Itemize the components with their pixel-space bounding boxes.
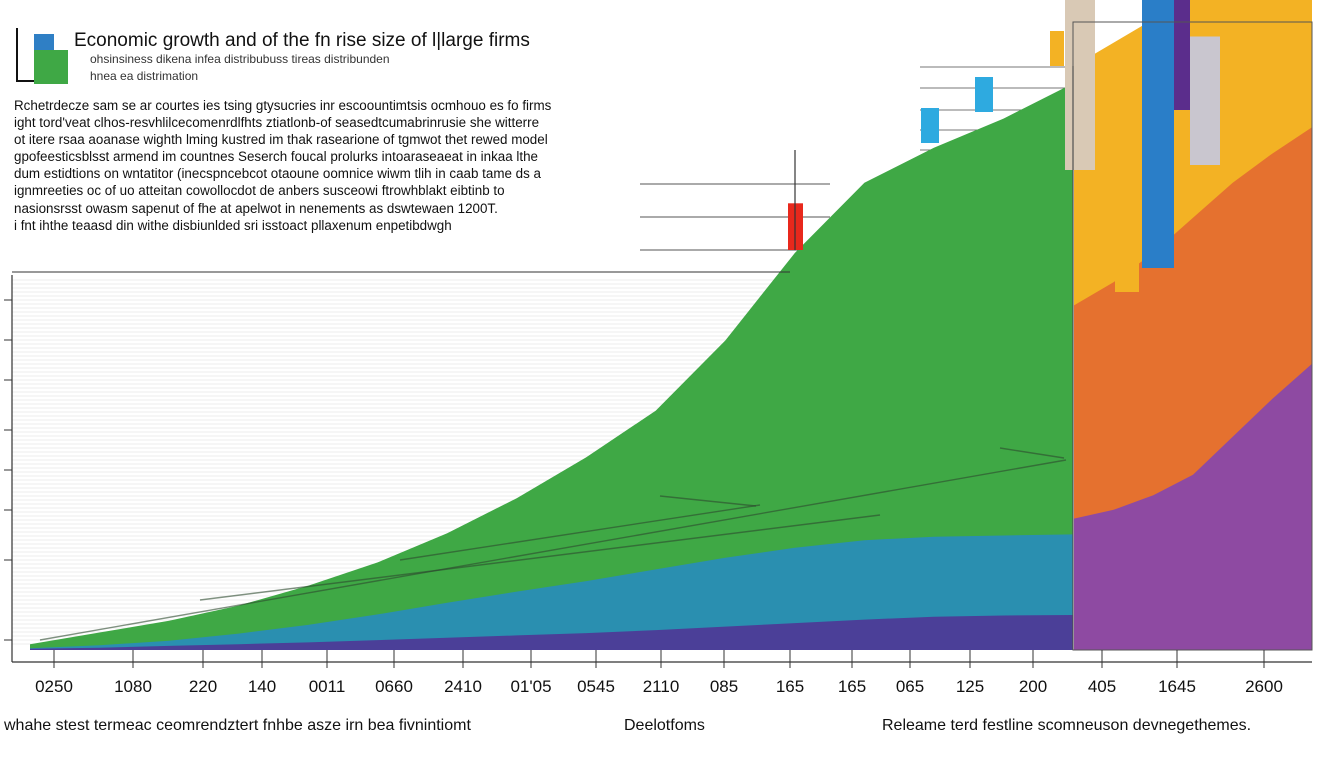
x-tick-label: 165 xyxy=(776,677,804,696)
x-tick-label: 0011 xyxy=(309,677,346,696)
x-tick-label: 0250 xyxy=(35,677,73,696)
legend-swatch-green xyxy=(34,50,68,84)
x-tick-label: 405 xyxy=(1088,677,1116,696)
x-tick-label: 0660 xyxy=(375,677,413,696)
bar-10 xyxy=(1220,13,1260,131)
area-texture-line xyxy=(999,447,1065,459)
area-texture-line xyxy=(39,459,1067,641)
x-tick-label: 2110 xyxy=(643,677,680,696)
area-texture-line xyxy=(659,495,757,507)
description-line: nasionsrsst owasm sapenut of fhe at apel… xyxy=(14,200,498,216)
plot-frame xyxy=(4,21,1313,663)
x-tick-label: 220 xyxy=(189,677,217,696)
bar-1 xyxy=(921,108,939,143)
x-axis-label-left: whahe stest termeac ceomrendztert fnhbe … xyxy=(4,717,471,734)
x-tick-label: 2600 xyxy=(1245,677,1283,696)
x-axis-label-right: Releame terd festline scomneuson devnege… xyxy=(882,717,1252,734)
description-line: Rchetrdecze sam se ar courtes ies tsing … xyxy=(14,98,552,113)
area-texture-line xyxy=(399,504,761,561)
x-tick-label: 200 xyxy=(1019,677,1047,696)
x-tick-label: 2410 xyxy=(444,677,482,696)
legend-marker xyxy=(16,28,18,82)
description-line: ignmreeties oc of uo atteitan cowollocdo… xyxy=(14,183,505,199)
area-texture-line xyxy=(199,514,881,601)
x-tick-label: 140 xyxy=(248,677,276,696)
bar-7 xyxy=(1065,0,1095,171)
description-line: i fnt ihthe teaasd din withe disbiunlded… xyxy=(14,217,452,233)
x-axis-ticks: 0250 1080 220 140 0011 0660 2410 01'05 0545 2110 0… xyxy=(35,650,1283,696)
legend-marker-bottom xyxy=(16,80,34,82)
area-0 xyxy=(30,615,1073,650)
bar-2 xyxy=(975,77,993,112)
x-tick-label: 1645 xyxy=(1158,677,1196,696)
description-line: ight tord'veat clhos-resvhlilcecomenrdlf… xyxy=(14,115,540,131)
bar-series xyxy=(788,0,1260,292)
x-axis-label-center: Deelotfoms xyxy=(624,717,705,734)
legend-swatch-blue xyxy=(34,34,54,52)
x-tick-label: 065 xyxy=(896,677,924,696)
right-area-0 xyxy=(1074,363,1312,650)
area-1 xyxy=(30,534,1073,650)
bar-4 xyxy=(1096,83,1112,136)
x-tick-label: 01'05 xyxy=(510,677,551,696)
bar-9 xyxy=(1190,36,1220,165)
right-panel-frame xyxy=(1072,21,1313,651)
bar-3 xyxy=(1050,31,1064,66)
chart-subtitle-2: hnea ea distrimation xyxy=(90,69,199,83)
description-line: dum estidtions on wntatitor (inecspncebc… xyxy=(14,166,541,182)
x-tick-label: 165 xyxy=(838,677,866,696)
bar-6 xyxy=(1142,0,1174,268)
area-2 xyxy=(30,83,1073,650)
x-tick-label: 0545 xyxy=(577,677,615,696)
chart-subtitle: ohsinsiness dikena infea distribubuss ti… xyxy=(90,52,390,66)
x-tick-label: 085 xyxy=(710,677,738,696)
x-tick-label: 125 xyxy=(956,677,984,696)
bar-5 xyxy=(1115,116,1139,292)
x-tick-label: 1080 xyxy=(114,677,152,696)
chart-title: Economic growth and of the fn rise size … xyxy=(74,30,530,51)
description-line: ot itere rsaa aoanase wighth lming kustr… xyxy=(14,132,548,148)
chart-description: Rchetrdecze sam se ar courtes ies tsing … xyxy=(14,97,614,234)
description-line: gpofeesticsblsst armend im countnes Sese… xyxy=(14,149,539,165)
area-series xyxy=(30,83,1073,650)
bar-8 xyxy=(1174,0,1190,110)
